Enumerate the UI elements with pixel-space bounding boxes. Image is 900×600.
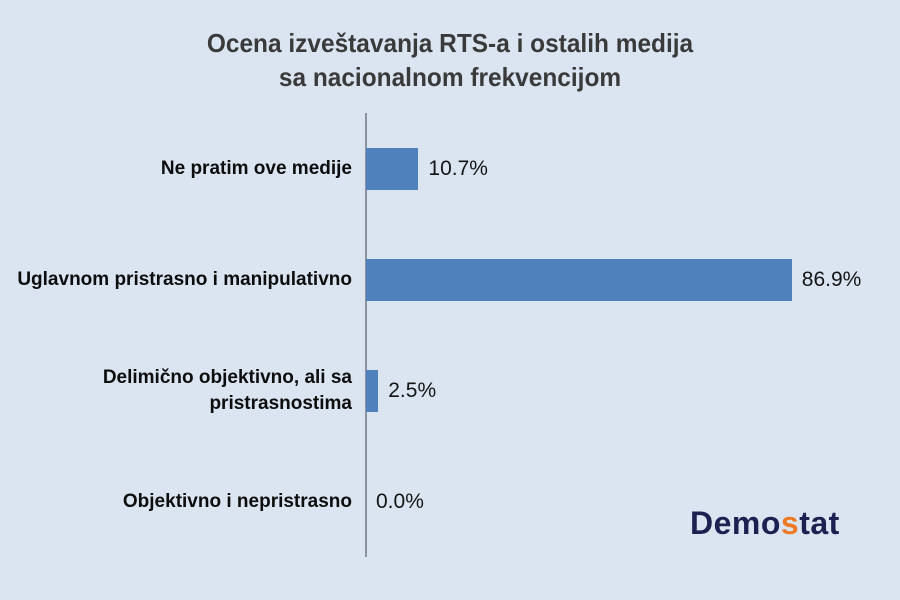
logo-text-demo: Demo bbox=[690, 505, 781, 541]
y-axis-line bbox=[365, 113, 367, 557]
logo-text-s-accent: s bbox=[780, 505, 800, 541]
bar-area: 0.0% bbox=[366, 446, 900, 557]
logo-text-tat: tat bbox=[799, 505, 840, 541]
chart-title-line2: sa nacionalnom frekvencijom bbox=[278, 62, 622, 92]
chart-row: Uglavnom pristrasno i manipulativno 86.9% bbox=[0, 224, 900, 335]
value-label: 0.0% bbox=[376, 489, 424, 513]
bar-area: 10.7% bbox=[366, 113, 900, 224]
plot-area: Ne pratim ove medije 10.7% Uglavnom pristr… bbox=[0, 113, 900, 557]
value-label: 2.5% bbox=[388, 378, 437, 402]
bar bbox=[366, 369, 379, 412]
category-label: Objektivno i nepristrasno bbox=[122, 490, 352, 512]
value-label: 10.7% bbox=[428, 156, 488, 180]
chart-row: Ne pratim ove medije 10.7% bbox=[0, 113, 900, 224]
chart-row: Delimično objektivno, ali sa pristrasnos… bbox=[0, 335, 900, 446]
bar-area: 86.9% bbox=[366, 224, 900, 335]
value-label: 86.9% bbox=[801, 267, 862, 291]
bar bbox=[366, 147, 419, 190]
category-label: Ne pratim ove medije bbox=[160, 157, 352, 179]
chart-row: Objektivno i nepristrasno 0.0% bbox=[0, 446, 900, 557]
category-label: Uglavnom pristrasno i manipulativno bbox=[17, 268, 352, 290]
plot-rows: Ne pratim ove medije 10.7% Uglavnom pristr… bbox=[0, 113, 900, 557]
chart-title: Ocena izveštavanja RTS-a i ostalih medij… bbox=[27, 26, 873, 94]
bar bbox=[366, 258, 792, 301]
demostat-logo: Demostat bbox=[690, 505, 840, 542]
category-label: Delimično objektivno, ali sa pristrasnos… bbox=[102, 366, 352, 414]
chart-title-line1: Ocena izveštavanja RTS-a i ostalih medij… bbox=[206, 28, 694, 58]
bar-area: 2.5% bbox=[366, 335, 900, 446]
